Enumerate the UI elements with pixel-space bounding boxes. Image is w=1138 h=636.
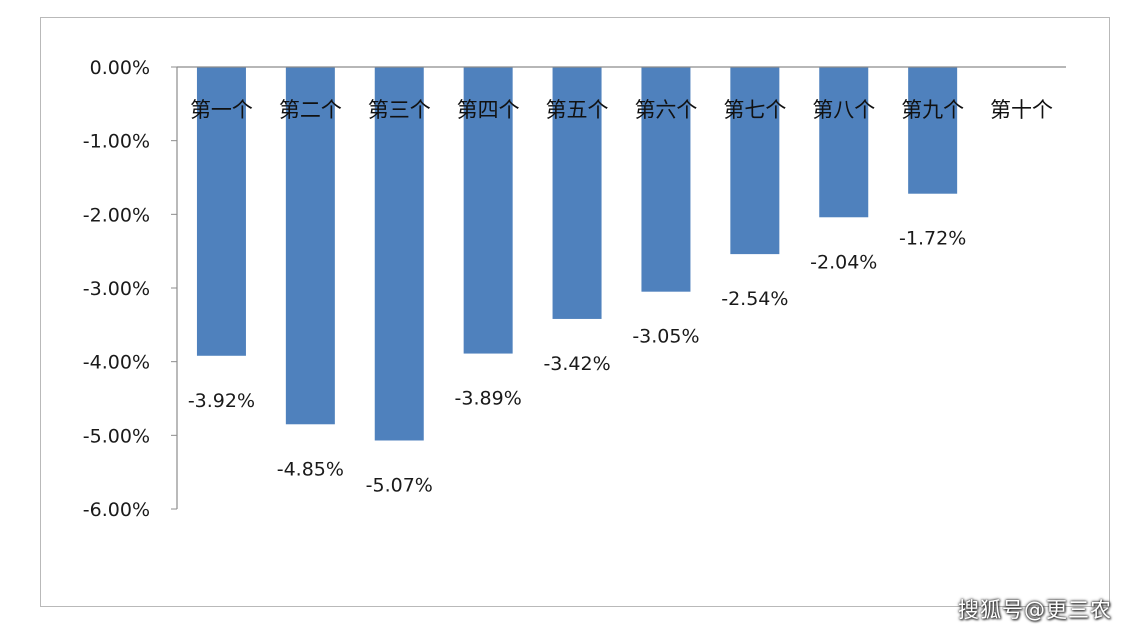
x-category-label: 第三个 — [368, 98, 431, 122]
data-label: -3.92% — [188, 390, 255, 412]
bar — [463, 67, 513, 354]
data-label: -3.42% — [543, 353, 610, 375]
x-category-label: 第六个 — [634, 98, 697, 122]
bar — [196, 67, 246, 356]
bar — [552, 67, 602, 319]
x-category-label: 第七个 — [723, 98, 786, 122]
data-label: -5.07% — [366, 474, 433, 496]
x-category-label: 第九个 — [901, 98, 964, 122]
bar — [641, 67, 691, 292]
x-category-label: 第一个 — [190, 98, 253, 122]
x-category-label: 第五个 — [546, 98, 609, 122]
bar — [819, 67, 869, 218]
data-label: -2.54% — [721, 288, 788, 310]
x-category-label: 第四个 — [457, 98, 520, 122]
y-tick-label: -5.00% — [83, 425, 150, 447]
x-category-label: 第八个 — [812, 98, 875, 122]
bar — [908, 67, 958, 194]
x-category-label: 第十个 — [990, 98, 1053, 122]
watermark-text: 搜狐号@更三农 — [958, 598, 1112, 622]
y-tick-label: 0.00% — [90, 57, 150, 79]
data-label: -3.05% — [632, 326, 699, 348]
data-label: -4.85% — [277, 458, 344, 480]
y-tick-label: -2.00% — [83, 204, 150, 226]
y-tick-label: -3.00% — [83, 278, 150, 300]
y-tick-label: -4.00% — [83, 352, 150, 374]
y-tick-label: -1.00% — [83, 131, 150, 153]
bar — [285, 67, 335, 425]
data-label: -1.72% — [899, 228, 966, 250]
data-label: -3.89% — [455, 388, 522, 410]
data-label: -2.04% — [810, 251, 877, 273]
bar — [374, 67, 424, 441]
x-category-label: 第二个 — [279, 98, 342, 122]
y-tick-label: -6.00% — [83, 499, 150, 521]
bar — [730, 67, 780, 255]
